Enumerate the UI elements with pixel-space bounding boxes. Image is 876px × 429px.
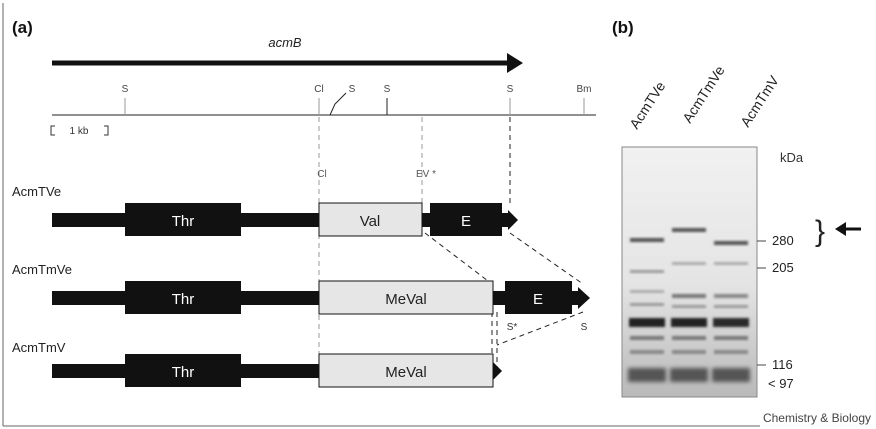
domain-thr: Thr <box>172 213 195 230</box>
construct-site-s-star: S* <box>507 322 518 333</box>
construct-site-cl: Cl <box>317 169 326 180</box>
domain-e: E <box>533 291 543 308</box>
credit: Chemistry & Biology <box>763 411 871 425</box>
band-bracket: } <box>815 215 825 248</box>
site-label-s3: S <box>384 84 391 95</box>
construct-acmtve: AcmTVe Thr Val E <box>12 184 518 237</box>
guide-lines <box>318 117 584 375</box>
arrow-left-icon <box>835 222 861 236</box>
site-label-s1: S <box>122 84 129 95</box>
kda-unit: kDa <box>780 150 804 165</box>
marker-116: 116 <box>772 357 793 372</box>
domain-meval: MeVal <box>385 291 426 308</box>
lane-label-1: AcmTVe <box>626 78 668 131</box>
construct-name: AcmTmV <box>12 340 66 355</box>
domain-meval: MeVal <box>385 364 426 381</box>
domain-e: E <box>461 213 471 230</box>
site-label-s4: S <box>507 84 514 95</box>
domain-thr: Thr <box>172 291 195 308</box>
domain-thr: Thr <box>172 364 195 381</box>
construct-site-ev: EV * <box>416 169 436 180</box>
scale-label: 1 kb <box>70 126 89 137</box>
panel-b-label: (b) <box>612 18 634 37</box>
construct-name: AcmTVe <box>12 184 61 199</box>
panel-a-label: (a) <box>12 18 33 37</box>
marker-280: 280 <box>772 233 794 248</box>
lane-label-3: AcmTmV <box>737 72 782 130</box>
marker-97: < 97 <box>768 376 794 391</box>
site-label-cl: Cl <box>314 84 323 95</box>
lane-label-2: AcmTmVe <box>679 63 728 126</box>
construct-acmtmv: AcmTmV Thr MeVal <box>12 340 502 388</box>
gene-arrow <box>52 53 523 73</box>
construct-name: AcmTmVe <box>12 262 72 277</box>
site-label-bm: Bm <box>577 84 592 95</box>
figure-frame <box>2 3 760 427</box>
scale-bar <box>50 125 109 136</box>
restriction-ticks <box>124 92 585 116</box>
domain-val: Val <box>360 213 381 230</box>
gel-image <box>621 146 758 398</box>
marker-205: 205 <box>772 260 794 275</box>
construct-site-s: S <box>581 322 588 333</box>
marker-ticks <box>757 240 766 366</box>
construct-acmtmve: AcmTmVe Thr MeVal E <box>12 262 590 315</box>
gene-name: acmB <box>268 35 302 50</box>
site-label-s2: S <box>349 84 356 95</box>
